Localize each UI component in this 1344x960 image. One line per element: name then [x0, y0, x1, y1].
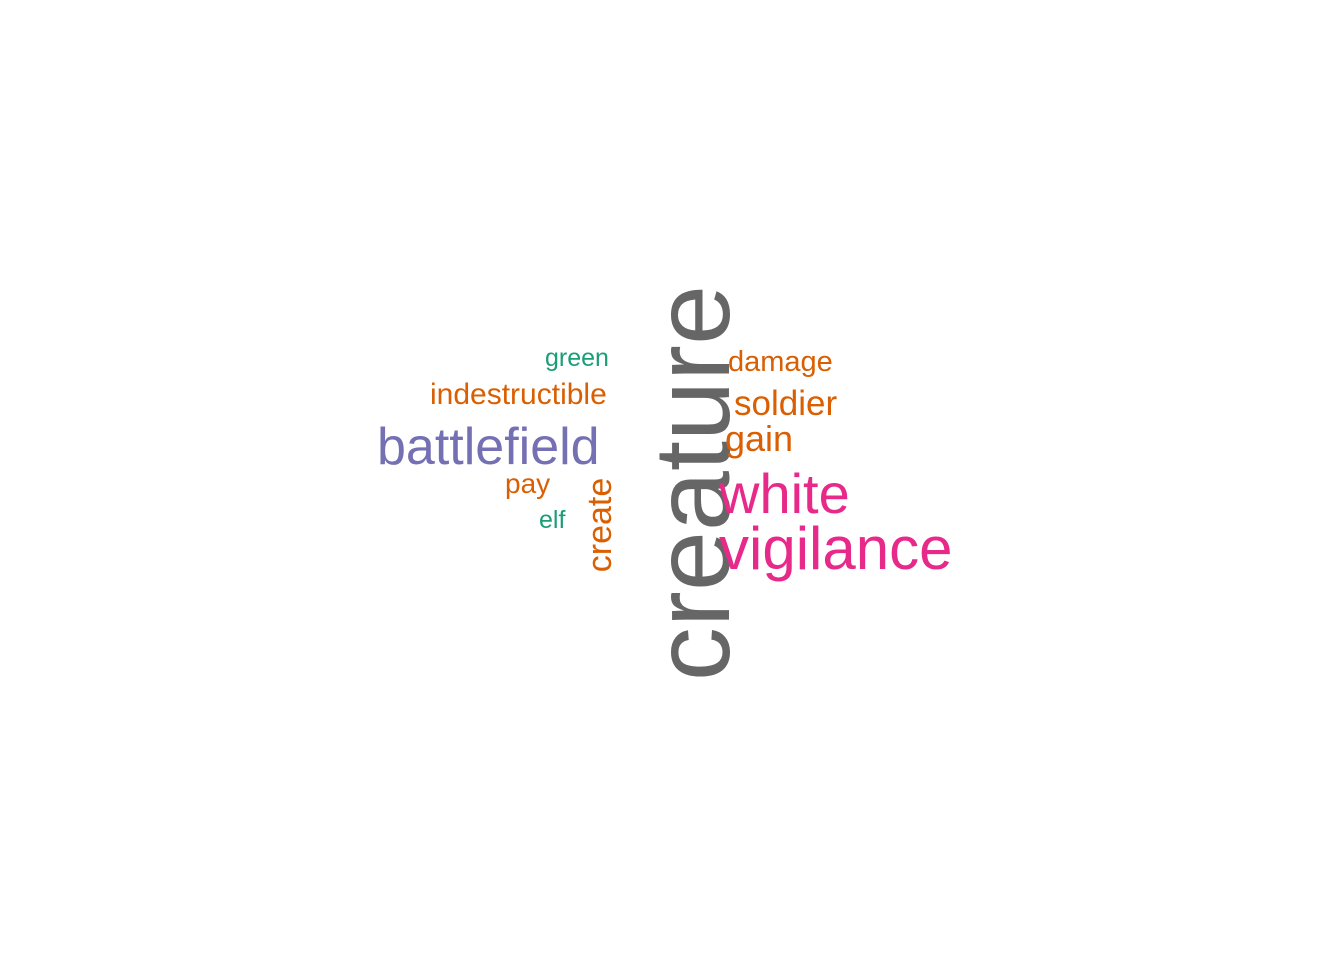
word-elf: elf [539, 506, 566, 534]
word-create: create [581, 477, 619, 573]
word-battlefield: battlefield [377, 418, 600, 476]
word-white: white [719, 462, 850, 525]
word-soldier: soldier [734, 384, 838, 423]
word-damage: damage [728, 346, 833, 378]
word-gain: gain [725, 418, 794, 459]
word-vigilance: vigilance [719, 515, 953, 582]
word-green: green [545, 344, 609, 372]
word-indestructible: indestructible [430, 378, 607, 411]
word-pay: pay [505, 468, 551, 499]
